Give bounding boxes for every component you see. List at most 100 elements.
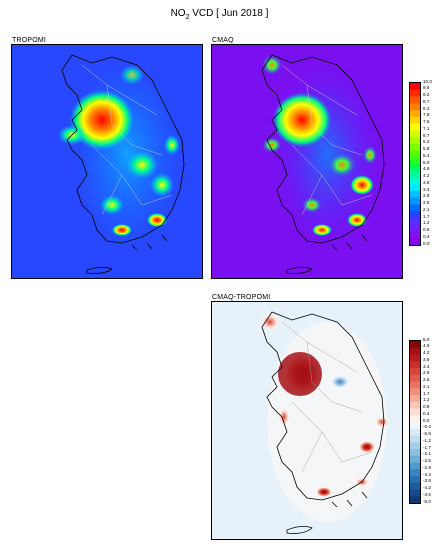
coastline <box>261 54 385 274</box>
main-colorbar-tick-label: 7.5 <box>423 119 430 125</box>
main-colorbar-segment <box>410 211 420 219</box>
main-colorbar-segment <box>410 224 420 232</box>
diff-colorbar-tick-label: 5.0 <box>423 336 430 342</box>
main-colorbar-tick-label: 8.3 <box>423 105 430 111</box>
diff-colorbar-segment <box>410 374 420 382</box>
diff-colorbar-tick-label: 2.9 <box>423 370 430 376</box>
main-colorbar-tick-label: 1.2 <box>423 220 430 226</box>
main-colorbar-tick-label: 4.6 <box>423 166 430 172</box>
main-colorbar-segment <box>410 137 420 145</box>
main-colorbar-tick-label: 0.4 <box>423 233 430 239</box>
diff-colorbar-tick-label: -1.2 <box>423 437 431 443</box>
main-colorbar-segment <box>410 123 420 131</box>
diff-colorbar-tick-label: 4.2 <box>423 350 430 356</box>
diff-colorbar-tick-label: 1.7 <box>423 390 430 396</box>
diff-colorbar-segment <box>410 476 420 484</box>
diff-colorbar-tick-label: 0.8 <box>423 404 430 410</box>
main-colorbar-segment <box>410 177 420 185</box>
diff-colorbar-segment <box>410 428 420 436</box>
diff-colorbar <box>409 340 421 504</box>
cmaq-map <box>211 44 403 279</box>
main-colorbar-ticks: 10.0 9.6 9.2 8.7 8.3 7.9 7.5 7.1 6.7 6.2 5.8 5.4 5.0… <box>423 78 439 246</box>
main-colorbar-segment <box>410 130 420 138</box>
main-colorbar-segment <box>410 164 420 172</box>
main-colorbar-segment <box>410 103 420 111</box>
diff-colorbar-tick-label: 0.4 <box>423 410 430 416</box>
diff-colorbar-segment <box>410 455 420 463</box>
diff-colorbar-segment <box>410 347 420 355</box>
main-colorbar-tick-label: 6.2 <box>423 139 430 145</box>
main-colorbar-segment <box>410 157 420 165</box>
main-colorbar-tick-label: 6.7 <box>423 132 430 138</box>
diff-colorbar-tick-label: -2.1 <box>423 451 431 457</box>
diff-colorbar-segment <box>410 442 420 450</box>
diff-colorbar-segment <box>410 361 420 369</box>
diff-colorbar-tick-label: -2.5 <box>423 458 431 464</box>
diff-colorbar-segment <box>410 422 420 430</box>
diff-colorbar-tick-label: -3.8 <box>423 478 431 484</box>
diff-colorbar-segment <box>410 388 420 396</box>
coastline <box>261 311 385 534</box>
diff-colorbar-tick-label: 0.0 <box>423 417 430 423</box>
main-colorbar <box>409 82 421 246</box>
main-colorbar-tick-label: 0.8 <box>423 227 430 233</box>
main-colorbar-tick-label: 10.0 <box>423 78 432 84</box>
diff-colorbar-tick-label: -0.8 <box>423 431 431 437</box>
diff-colorbar-tick-label: -5.0 <box>423 498 431 504</box>
diff-colorbar-tick-label: 3.8 <box>423 356 430 362</box>
main-colorbar-segment <box>410 89 420 97</box>
main-colorbar-tick-label: 4.2 <box>423 173 430 179</box>
main-colorbar-tick-label: 0.0 <box>423 240 430 246</box>
province-borders <box>81 64 173 216</box>
main-colorbar-tick-label: 7.1 <box>423 125 430 131</box>
diff-colorbar-segment <box>410 469 420 477</box>
diff-colorbar-segment <box>410 489 420 497</box>
main-colorbar-segment <box>410 83 420 91</box>
diff-colorbar-segment <box>410 401 420 409</box>
diff-colorbar-segment <box>410 462 420 470</box>
main-colorbar-segment <box>410 238 420 245</box>
diff-colorbar-tick-label: -4.2 <box>423 485 431 491</box>
main-colorbar-segment <box>410 191 420 199</box>
main-colorbar-tick-label: 7.9 <box>423 112 430 118</box>
main-colorbar-segment <box>410 197 420 205</box>
main-colorbar-tick-label: 3.8 <box>423 179 430 185</box>
main-colorbar-segment <box>410 218 420 226</box>
main-colorbar-segment <box>410 96 420 104</box>
diff-colorbar-segment <box>410 496 420 503</box>
diff-colorbar-segment <box>410 341 420 349</box>
main-colorbar-segment <box>410 150 420 158</box>
diff-colorbar-segment <box>410 415 420 423</box>
diff-colorbar-tick-label: -2.9 <box>423 464 431 470</box>
diff-colorbar-segment <box>410 354 420 362</box>
figure-title: NO2 VCD [ Jun 2018 ] <box>170 8 269 21</box>
main-colorbar-tick-label: 5.0 <box>423 159 430 165</box>
diff-colorbar-tick-label: -4.6 <box>423 491 431 497</box>
main-colorbar-segment <box>410 110 420 118</box>
main-colorbar-segment <box>410 143 420 151</box>
diff-colorbar-tick-label: 1.2 <box>423 397 430 403</box>
main-colorbar-segment <box>410 231 420 239</box>
main-colorbar-tick-label: 2.1 <box>423 206 430 212</box>
diff-colorbar-segment <box>410 368 420 376</box>
main-colorbar-tick-label: 2.9 <box>423 193 430 199</box>
main-colorbar-segment <box>410 116 420 124</box>
province-borders <box>281 321 373 473</box>
diff-colorbar-segment <box>410 449 420 457</box>
main-colorbar-tick-label: 2.5 <box>423 200 430 206</box>
diff-colorbar-tick-label: 2.5 <box>423 377 430 383</box>
diff-colorbar-tick-label: 3.3 <box>423 363 430 369</box>
diff-colorbar-segment <box>410 408 420 416</box>
diff-map <box>211 301 403 540</box>
diff-colorbar-tick-label: -1.7 <box>423 444 431 450</box>
diff-colorbar-segment <box>410 482 420 490</box>
main-colorbar-tick-label: 3.3 <box>423 186 430 192</box>
diff-colorbar-tick-label: -0.4 <box>423 424 431 430</box>
diff-colorbar-tick-label: 2.1 <box>423 383 430 389</box>
main-colorbar-segment <box>410 184 420 192</box>
seoul-hotspot <box>272 92 332 148</box>
diff-colorbar-ticks: 5.0 4.6 4.2 3.8 3.3 2.9 2.5 2.1 1.7 1.2 0.8 0.4 0.0-… <box>423 336 439 504</box>
coastline <box>61 54 185 274</box>
tropomi-panel-label: TROPOMI <box>12 37 47 44</box>
province-borders <box>281 64 373 216</box>
